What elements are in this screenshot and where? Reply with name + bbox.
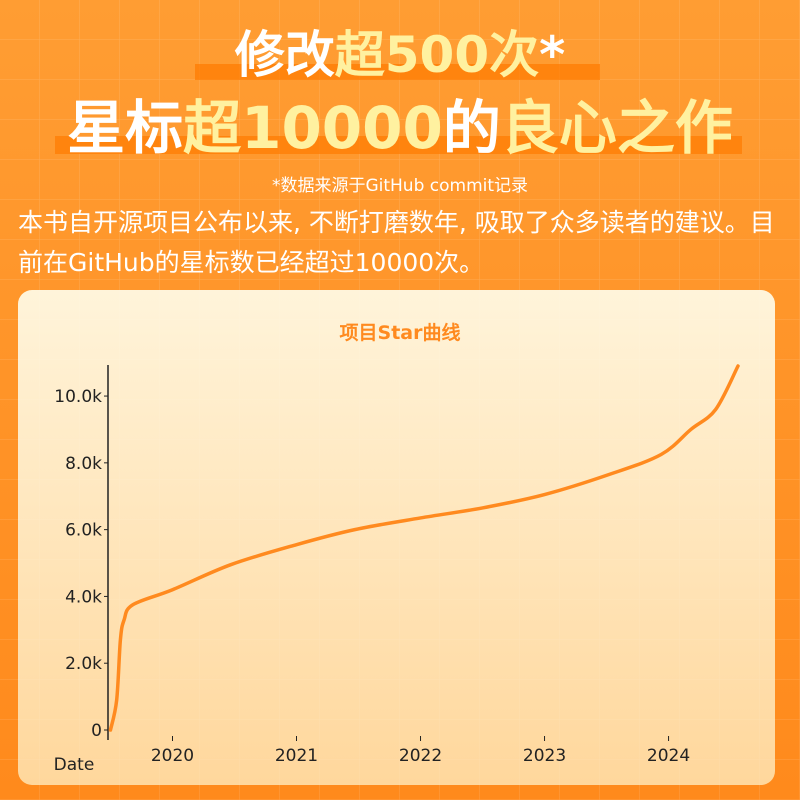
x-axis-label: Date bbox=[54, 755, 95, 775]
plot: 0 2.0k 4.0k 6.0k 8.0k 10.0k 2020 2021 2022 2023 20… bbox=[54, 364, 740, 766]
y-tick-label: 10.0k bbox=[54, 387, 102, 407]
headline-segment: 超500次 bbox=[335, 26, 539, 84]
x-tick-label: 2020 bbox=[151, 746, 194, 766]
paragraph: 本书自开源项目公布以来, 不断打磨数年, 吸取了众多读者的建议。目前在GitHu… bbox=[18, 208, 775, 277]
x-tick-label: 2023 bbox=[523, 746, 566, 766]
note: *数据来源于GitHub commit记录 bbox=[272, 176, 528, 196]
x-tick-label: 2022 bbox=[399, 746, 442, 766]
headline-segment: 星标 bbox=[67, 94, 183, 162]
y-tick-label: 4.0k bbox=[65, 587, 102, 607]
headline-segment: 修改 bbox=[235, 26, 335, 84]
panel-grid bbox=[18, 290, 775, 785]
series-line bbox=[108, 364, 740, 732]
headline-segment: 良心之作 bbox=[501, 94, 733, 162]
headline-segment: 的 bbox=[443, 94, 501, 162]
headline-segment: * bbox=[539, 26, 565, 84]
y-tick-label: 2.0k bbox=[65, 654, 102, 674]
chart-title: 项目Star曲线 bbox=[340, 321, 461, 344]
highlight-bar bbox=[55, 136, 742, 154]
highlight-bar bbox=[195, 64, 600, 80]
x-tick-label: 2024 bbox=[647, 746, 690, 766]
headline: 星标超10000的良心之作 bbox=[67, 94, 733, 162]
y-tick-label: 8.0k bbox=[65, 454, 102, 474]
y-tick-label: 0 bbox=[91, 721, 102, 741]
headline: 修改超500次* bbox=[235, 26, 566, 84]
y-tick-label: 6.0k bbox=[65, 521, 102, 541]
headline-segment: 超10000 bbox=[183, 94, 443, 162]
x-tick-label: 2021 bbox=[275, 746, 318, 766]
